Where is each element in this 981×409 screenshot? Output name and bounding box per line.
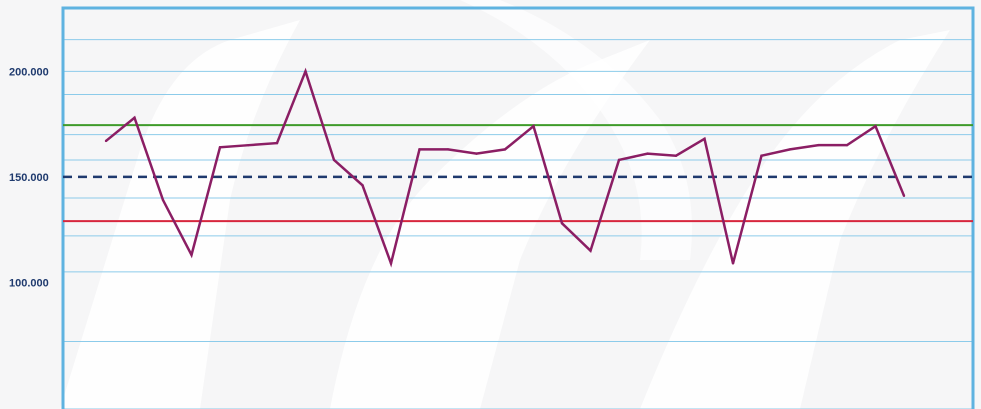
data-point bbox=[275, 141, 279, 145]
data-point bbox=[190, 253, 193, 257]
data-point bbox=[560, 222, 564, 225]
grid-lines bbox=[63, 39, 973, 409]
data-series bbox=[104, 67, 906, 268]
series-line bbox=[105, 67, 906, 268]
data-point bbox=[304, 70, 307, 73]
data-point bbox=[760, 154, 763, 157]
data-point bbox=[389, 262, 393, 265]
data-point bbox=[247, 143, 250, 147]
data-point bbox=[845, 143, 849, 147]
data-point bbox=[703, 137, 706, 141]
reference-lines bbox=[63, 124, 973, 223]
data-point bbox=[532, 124, 535, 128]
data-point bbox=[731, 262, 735, 265]
data-point bbox=[874, 124, 877, 128]
data-point bbox=[589, 249, 592, 252]
data-point bbox=[902, 194, 906, 198]
data-point bbox=[817, 143, 820, 147]
data-point bbox=[475, 152, 478, 155]
y-tick-label: 100.000 bbox=[9, 277, 49, 289]
data-point bbox=[674, 154, 678, 157]
data-point bbox=[418, 148, 421, 151]
y-tick-label: 200.000 bbox=[9, 66, 49, 78]
data-point bbox=[503, 148, 507, 151]
data-point bbox=[788, 148, 792, 151]
data-point bbox=[133, 116, 136, 119]
data-point bbox=[332, 158, 336, 162]
data-point bbox=[617, 158, 621, 162]
y-tick-labels: 200.000 150.000 100.000 bbox=[9, 66, 49, 289]
data-point bbox=[218, 146, 222, 149]
data-point bbox=[104, 139, 108, 143]
data-point bbox=[446, 148, 450, 151]
data-point bbox=[161, 198, 165, 202]
y-tick-label: 150.000 bbox=[9, 172, 49, 184]
plot-border bbox=[61, 6, 975, 409]
data-point bbox=[646, 152, 649, 155]
data-point bbox=[361, 184, 364, 187]
